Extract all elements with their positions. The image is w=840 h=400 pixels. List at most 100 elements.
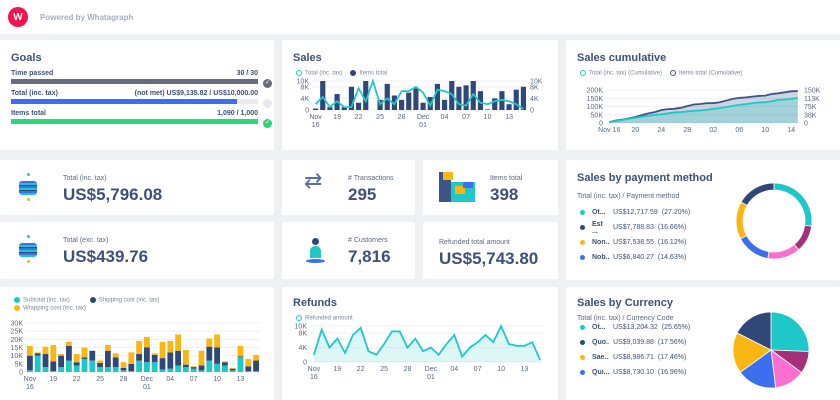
y2-tick-label: 38K xyxy=(804,112,817,119)
y-tick-label: 0 xyxy=(303,360,307,367)
x-tick-label: 13 xyxy=(237,376,245,383)
cumulative-title: Sales cumulative xyxy=(577,52,667,64)
blocks-icon xyxy=(439,172,477,204)
x-tick-label: 19 xyxy=(49,376,57,383)
legend-item[interactable]: Nob... US$6,840.27(14.63%) xyxy=(580,250,690,265)
x-tick-label: 07 xyxy=(462,114,470,121)
y-tick-label: 15K xyxy=(11,345,24,352)
kpi-value: US$5,796.08 xyxy=(63,185,163,204)
kpi-label: Total (inc. tax) xyxy=(63,175,107,182)
bar-segment xyxy=(128,371,135,372)
y2-tick-label: 8K xyxy=(530,84,539,91)
y-tick-label: 25K xyxy=(11,329,24,336)
legend-item[interactable]: Sae... US$8,986.71 (17.46%) xyxy=(580,350,690,365)
goal-progress-bar xyxy=(11,99,258,104)
kpi-value: 295 xyxy=(348,185,377,204)
y-tick-label: 0 xyxy=(599,121,603,128)
x-tick-label: Nov 16 xyxy=(309,114,322,129)
bar-segment xyxy=(128,352,135,364)
legend-name: Non... xyxy=(592,239,609,246)
legend-item[interactable]: Ot... US$13,204.32 (25.65%) xyxy=(580,320,690,335)
kpi-total-inc-tax: Total (inc. tax) US$5,796.08 xyxy=(0,160,274,215)
sales-title: Sales xyxy=(293,52,322,64)
x-tick-label: 10 xyxy=(497,366,505,373)
bar-segment xyxy=(27,345,33,356)
x-tick-label: 10 xyxy=(761,127,769,134)
bar-segment xyxy=(89,360,96,372)
bar-segment xyxy=(81,358,88,372)
legend-item[interactable]: Quo... US$9,039.88(17.56%) xyxy=(580,335,690,350)
x-tick-label: 10 xyxy=(213,376,221,383)
bar-segment xyxy=(237,345,244,357)
legend-item[interactable]: Est ... US$7,788.83 (16.66%) xyxy=(580,220,690,235)
costs-card: Subtotal (inc. tax) Shipping cost (inc. … xyxy=(0,287,274,400)
legend-item[interactable]: Shipping cost (inc. tax) xyxy=(89,297,159,304)
legend-item[interactable]: Ot... US$12,717.59 (27.20%) xyxy=(580,205,690,220)
coins-icon xyxy=(14,235,42,263)
bar-segment xyxy=(66,360,72,372)
legend-item[interactable]: Wrapping cost (inc. tax) xyxy=(14,304,86,311)
bar-segment xyxy=(151,362,158,372)
y-tick-label: 0 xyxy=(19,370,23,377)
bar xyxy=(356,102,362,110)
y-tick-label: 200K xyxy=(587,88,604,95)
powered-by[interactable]: Powered by Whatagraph xyxy=(40,12,134,22)
bar-segment xyxy=(144,347,150,363)
x-tick-label: 13 xyxy=(521,366,529,373)
bar xyxy=(520,86,526,110)
y-tick-label: 10K xyxy=(297,79,310,86)
goal-label-row: Time passed 30 / 30 xyxy=(11,70,258,77)
payment-donut-chart xyxy=(735,182,813,260)
sales-card: Sales Total (inc. tax) Items total 0 0 4K 4… xyxy=(282,40,558,150)
legend-item[interactable]: Total (inc. tax) (Cumulative) xyxy=(580,70,662,77)
goal-progress-fill xyxy=(11,99,237,104)
currency-title: Sales by Currency xyxy=(577,297,673,309)
x-tick-label: Dec 01 xyxy=(425,366,438,381)
header: W Powered by Whatagraph xyxy=(0,0,840,34)
goal-row: Time passed 30 / 30 ✓ xyxy=(11,70,272,88)
bar-segment xyxy=(167,368,174,372)
goal-label: Total (inc. tax) xyxy=(11,90,58,97)
x-tick-part: Nov xyxy=(309,114,322,121)
bar-segment xyxy=(120,367,127,371)
legend-item[interactable]: Refunded amount xyxy=(296,315,353,322)
bar-segment xyxy=(112,353,119,358)
legend-value: US$8,730.10 xyxy=(613,369,654,376)
status-check-icon: ✓ xyxy=(263,119,272,128)
bar-segment xyxy=(198,350,205,366)
legend-value: US$13,204.32 xyxy=(613,324,658,331)
goal-label-row: Items total 1,090 / 1,000 xyxy=(11,110,258,117)
bar-segment xyxy=(214,363,220,372)
refunds-card: Refunds Refunded amount 0 4K 8K 10K Nov 16 19 2… xyxy=(282,287,558,400)
bar-segment xyxy=(245,358,252,367)
legend-item[interactable]: Items total xyxy=(350,70,387,77)
sales-legend: Total (inc. tax) Items total xyxy=(296,70,536,77)
bar-segment xyxy=(112,357,119,368)
legend-item[interactable]: Non... US$7,538.55(16.12%) xyxy=(580,235,690,250)
kpi-total-exc-tax: Total (exc. tax) US$439.76 xyxy=(0,222,274,279)
cumulative-legend: Total (inc. tax) (Cumulative) Items tota… xyxy=(580,70,820,77)
currency-subtitle: Total (inc. tax) / Currency Code xyxy=(577,315,674,322)
legend-item[interactable]: Subtotal (inc. tax) xyxy=(14,297,70,304)
status-check-icon xyxy=(263,99,272,108)
series-line xyxy=(313,323,541,361)
series-line xyxy=(609,90,798,124)
bar-segment xyxy=(183,367,189,372)
x-tick-part: Dec xyxy=(417,114,430,121)
bar-segment xyxy=(105,350,111,368)
bar-segment xyxy=(58,355,64,368)
legend-item[interactable]: Total (inc. tax) xyxy=(296,70,342,77)
legend-item[interactable]: Items total (Cumulative) xyxy=(670,70,742,77)
legend-item[interactable]: Qui... US$8,730.10 (16.96%) xyxy=(580,365,690,380)
bar-segment xyxy=(253,371,259,372)
y2-tick-label: 0 xyxy=(530,108,534,115)
y-tick-label: 30K xyxy=(11,321,24,328)
bar-segment xyxy=(198,365,205,371)
x-tick-part: 16 xyxy=(312,122,320,129)
legend-name: Ot... xyxy=(592,209,606,216)
pie-slice xyxy=(740,182,775,207)
bar-segment xyxy=(151,353,158,355)
pie-slice xyxy=(732,332,772,373)
bar-segment xyxy=(42,367,49,372)
